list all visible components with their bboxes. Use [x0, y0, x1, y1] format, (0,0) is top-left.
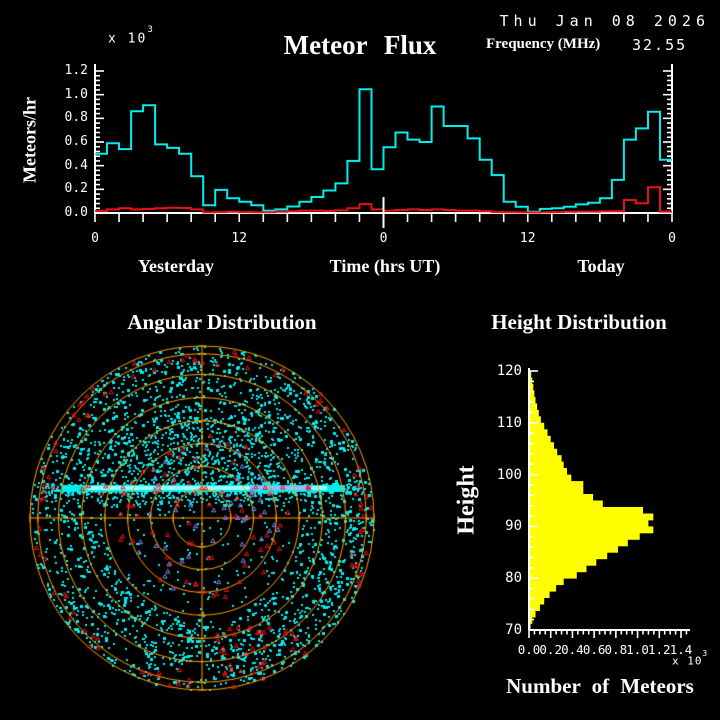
height-bar — [529, 403, 538, 411]
height-scale-base: x 10 — [672, 654, 703, 668]
flux-ytick-label: 1.0 — [64, 86, 88, 102]
height-bar — [529, 558, 597, 566]
height-bar — [529, 545, 618, 553]
height-bar — [529, 371, 532, 378]
frequency-label: Frequency (MHz) — [486, 36, 601, 52]
height-xtick-label: 0.8 — [604, 642, 628, 657]
frequency-value: 32.55 — [632, 36, 688, 54]
flux-xtick-label: 0 — [379, 231, 388, 246]
page-title: Meteor Flux — [283, 30, 437, 60]
height-ytick-label: 90 — [505, 518, 522, 535]
flux-ytick-label: 1.2 — [64, 63, 88, 78]
flux-ytick-label: 0.4 — [64, 157, 88, 173]
flux-ytick-label: 0.8 — [64, 110, 88, 126]
height-bar — [529, 416, 541, 424]
flux-xtick-label: 0 — [91, 231, 99, 246]
flux-xtick-label: 0 — [668, 231, 676, 246]
height-bar — [529, 396, 536, 404]
height-bar — [529, 591, 550, 598]
height-bar — [529, 448, 558, 456]
height-bar — [529, 532, 640, 540]
flux-xtick-label: 12 — [231, 231, 248, 246]
height-bar — [529, 409, 539, 417]
height-bar — [529, 610, 536, 618]
flux-day-label-today: Today — [577, 256, 625, 276]
height-bar — [529, 390, 535, 398]
height-bar — [529, 597, 545, 605]
flux-ytick-label: 0.0 — [64, 205, 88, 220]
flux-ytick-label: 0.2 — [64, 181, 88, 197]
height-bar — [529, 507, 643, 514]
height-bar — [529, 552, 608, 560]
flux-scale-label: x 103 — [108, 25, 155, 47]
height-xtick-label: 0.0 — [517, 642, 541, 657]
flux-ytick-label: 0.6 — [64, 134, 88, 149]
height-bar — [529, 519, 649, 527]
height-bar — [529, 584, 557, 592]
height-bar — [529, 526, 654, 534]
height-bar — [529, 468, 567, 475]
flux-scale-base: x 10 — [108, 31, 148, 47]
height-title: Height Distribution — [491, 310, 667, 334]
height-xlabel: Number of Meteors — [506, 674, 694, 698]
height-bar — [529, 513, 654, 521]
height-xtick-label: 1.0 — [626, 642, 649, 657]
flux-scale-exp: 3 — [147, 25, 155, 35]
height-bar — [529, 422, 545, 430]
height-bar — [529, 565, 587, 573]
height-bar — [529, 539, 628, 547]
height-bar — [529, 494, 594, 501]
height-bar — [529, 461, 564, 469]
height-ytick-label: 70 — [505, 622, 522, 638]
angular-distribution-plot — [10, 330, 400, 720]
flux-xlabel: Time (hrs UT) — [329, 256, 441, 276]
height-xtick-label: 0.4 — [561, 642, 584, 657]
height-xtick-label: 0.2 — [539, 642, 562, 657]
height-ytick-label: 80 — [505, 570, 522, 587]
height-bar — [529, 571, 577, 579]
height-bar — [529, 474, 572, 482]
date-label: Thu Jan 08 2026 — [499, 12, 710, 30]
height-scale-label: x 103 — [672, 649, 708, 668]
flux-series-cyan — [95, 88, 672, 213]
height-bar — [529, 384, 534, 391]
height-ytick-label: 110 — [496, 414, 522, 431]
flux-xtick-label: 12 — [519, 231, 536, 246]
height-xtick-label: 0.6 — [582, 642, 606, 657]
height-bar — [529, 435, 551, 443]
height-xtick-label: 1.4 — [669, 642, 693, 657]
height-ytick-label: 100 — [496, 466, 522, 483]
height-bar — [529, 617, 533, 624]
height-bar — [529, 481, 584, 488]
height-bar — [529, 578, 564, 586]
height-bar — [529, 442, 554, 450]
height-scale-exp: 3 — [702, 648, 709, 658]
flux-day-label-yesterday: Yesterday — [138, 256, 214, 276]
height-bar — [529, 487, 584, 495]
height-xtick-label: 1.2 — [647, 642, 671, 657]
height-bar — [529, 429, 548, 437]
height-bar — [529, 500, 603, 508]
height-ytick-label: 120 — [496, 363, 522, 379]
height-bar — [529, 455, 562, 463]
height-bar — [529, 604, 540, 611]
